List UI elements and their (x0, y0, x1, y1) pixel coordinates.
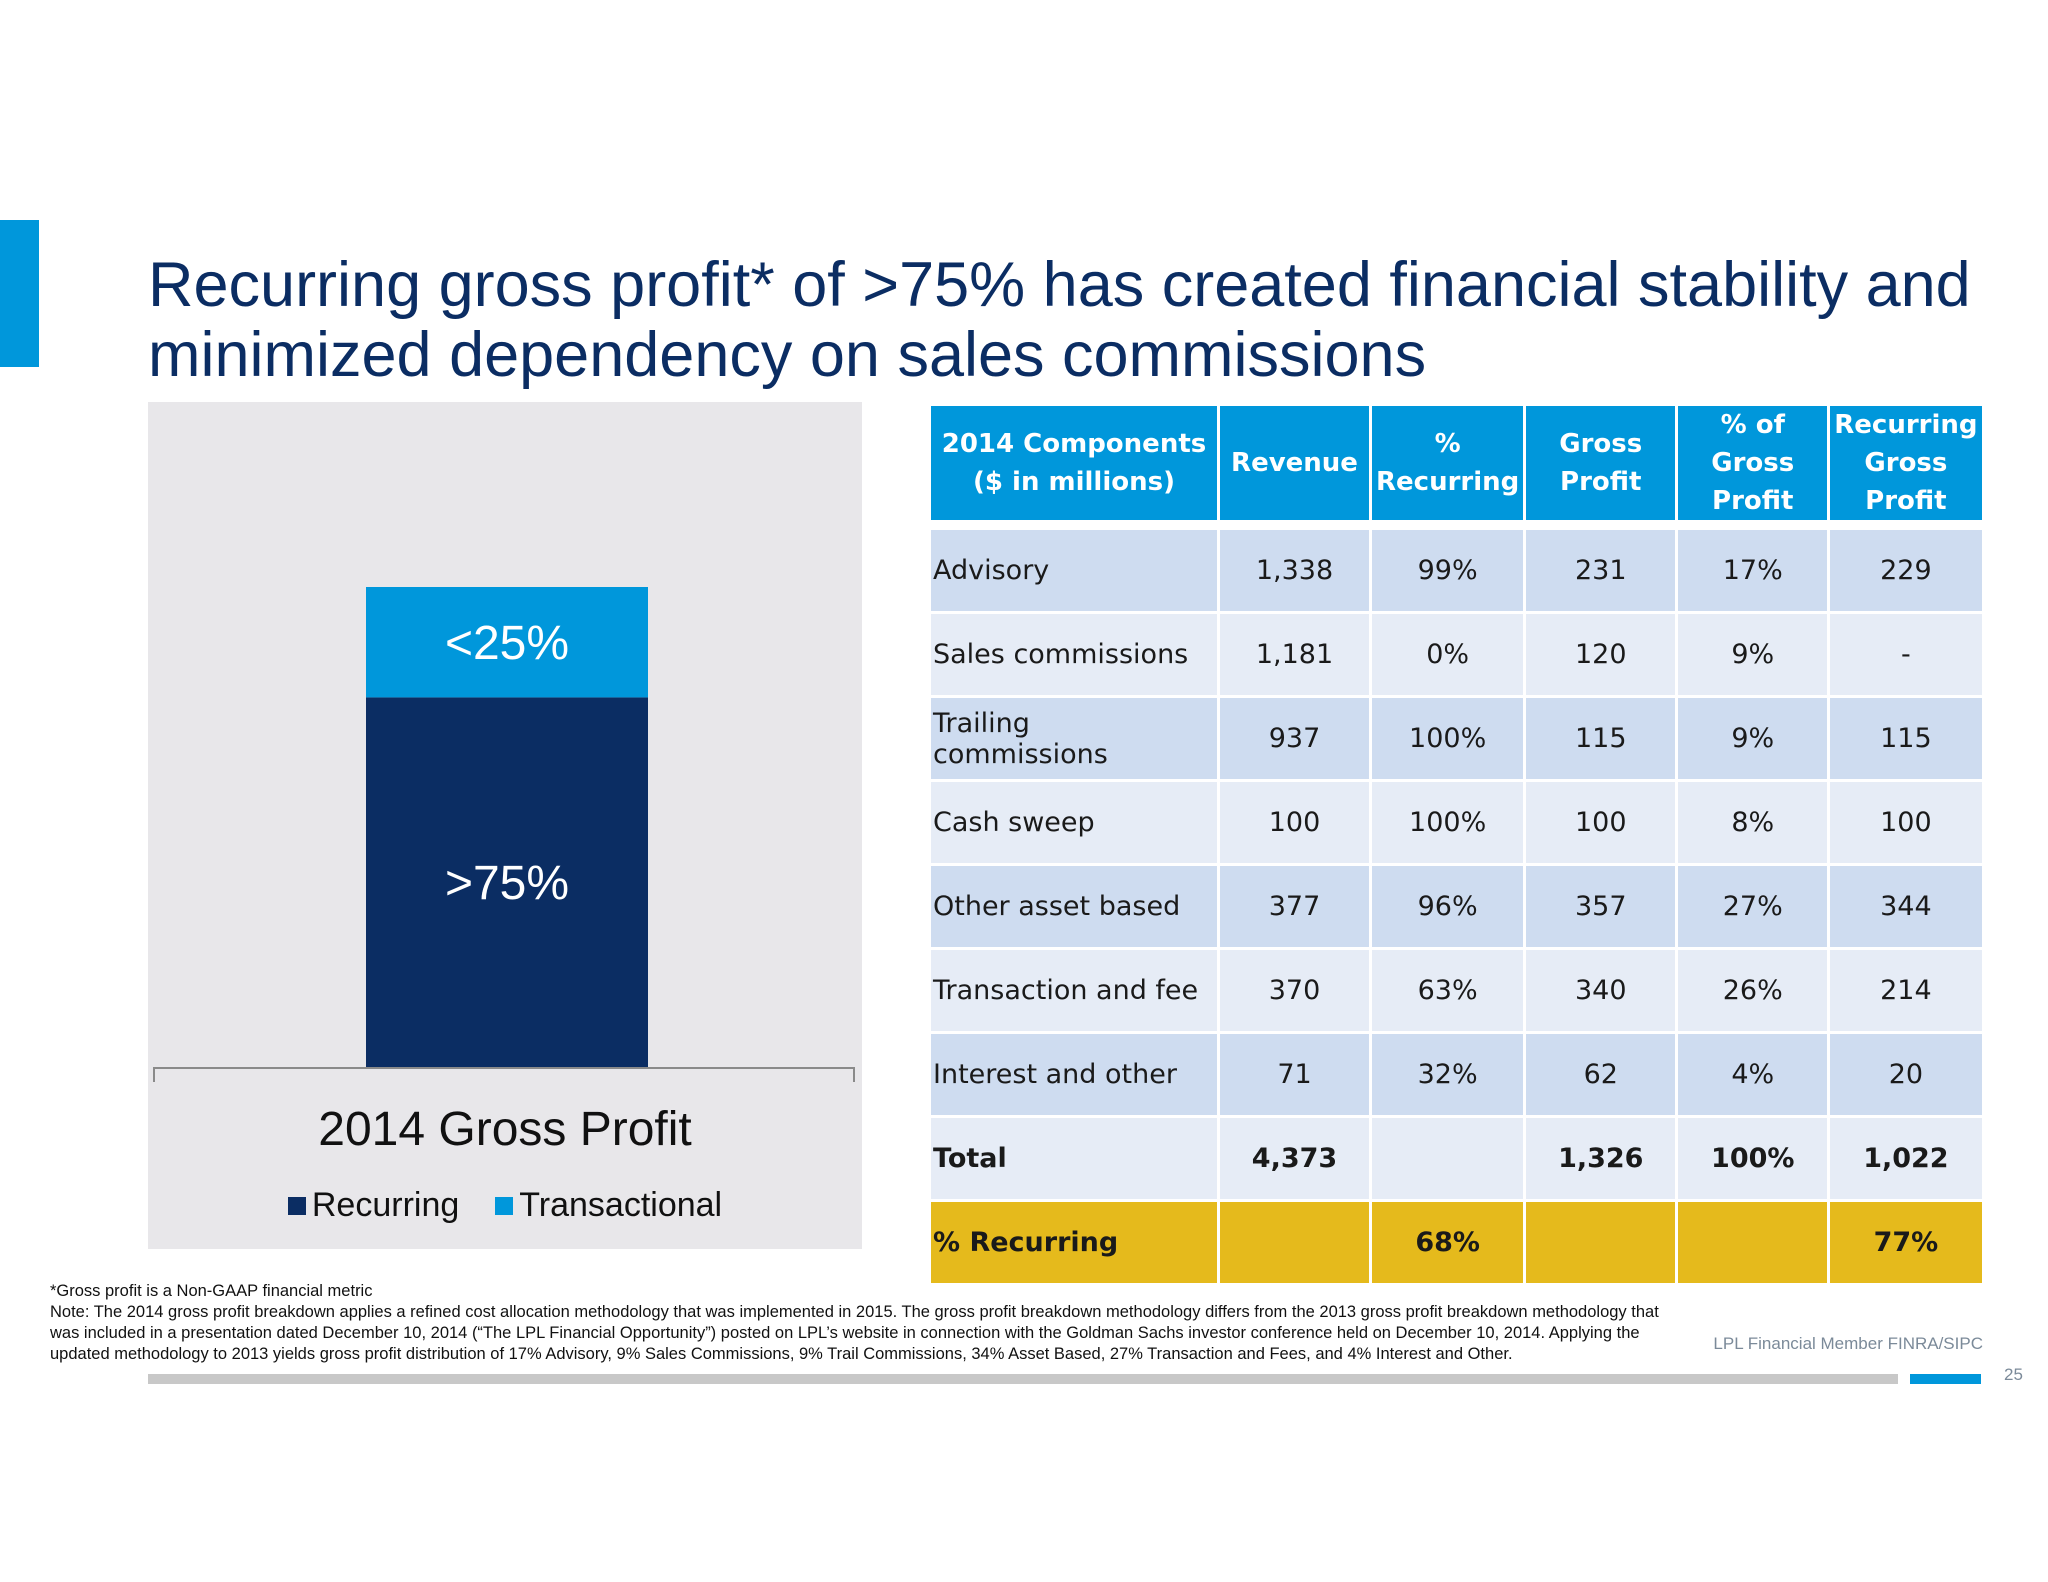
header-recurring-gross-profit: Recurring Gross Profit (1830, 406, 1982, 520)
cell-pct-recurring: 32% (1372, 1034, 1524, 1115)
cell-revenue: 4,373 (1220, 1118, 1369, 1199)
cell-gross-profit: 115 (1526, 698, 1676, 779)
bar-segment-transactional (366, 587, 648, 698)
table-total-row: Total 4,373 1,326 100% 1,022 (931, 1118, 1982, 1199)
legend-swatch-recurring (287, 1196, 306, 1215)
chart-category-label: 2014 Gross Profit (318, 1103, 692, 1156)
cell-pct-gross-profit: 4% (1678, 1034, 1828, 1115)
cell-pct-recurring: 0% (1372, 614, 1524, 695)
header-pct-gross-profit: % of Gross Profit (1678, 406, 1828, 520)
cell-component: Trailing commissions (931, 698, 1217, 779)
footnote-gaap: *Gross profit is a Non-GAAP financial me… (50, 1282, 373, 1300)
cell-recurring-gross-profit: 20 (1830, 1034, 1982, 1115)
cell-revenue (1220, 1202, 1369, 1283)
cell-recurring-gross-profit: 1,022 (1830, 1118, 1982, 1199)
cell-pct-recurring: 100% (1372, 698, 1524, 779)
cell-gross-profit: 120 (1526, 614, 1676, 695)
cell-revenue: 377 (1220, 866, 1369, 947)
cell-gross-profit: 62 (1526, 1034, 1676, 1115)
cell-recurring-gross-profit: 100 (1830, 782, 1982, 863)
table-spacer (931, 523, 1982, 527)
cell-revenue: 1,181 (1220, 614, 1369, 695)
cell-pct-gross-profit: 100% (1678, 1118, 1828, 1199)
cell-revenue: 1,338 (1220, 530, 1369, 611)
table-row: Advisory 1,338 99% 231 17% 229 (931, 530, 1982, 611)
cell-recurring-gross-profit: 115 (1830, 698, 1982, 779)
table-header-row: 2014 Components ($ in millions) Revenue %… (931, 406, 1982, 520)
footer-accent (1910, 1374, 1981, 1384)
cell-pct-gross-profit (1678, 1202, 1828, 1283)
header-pct-recurring: % Recurring (1372, 406, 1524, 520)
cell-gross-profit: 357 (1526, 866, 1676, 947)
cell-recurring-gross-profit: - (1830, 614, 1982, 695)
cell-gross-profit (1526, 1202, 1676, 1283)
cell-component: Advisory (931, 530, 1217, 611)
page-number: 25 (2004, 1365, 2023, 1384)
cell-pct-gross-profit: 8% (1678, 782, 1828, 863)
cell-pct-gross-profit: 9% (1678, 614, 1828, 695)
cell-component: Sales commissions (931, 614, 1217, 695)
header-gross-profit: Gross Profit (1526, 406, 1676, 520)
header-components: 2014 Components ($ in millions) (931, 406, 1217, 520)
table-row: Trailing commissions 937 100% 115 9% 115 (931, 698, 1982, 779)
legend-item-transactional: Transactional (495, 1186, 722, 1225)
cell-revenue: 937 (1220, 698, 1369, 779)
cell-component: % Recurring (931, 1202, 1217, 1283)
page-title: Recurring gross profit* of >75% has crea… (148, 250, 1971, 390)
cell-component: Total (931, 1118, 1217, 1199)
cell-component: Transaction and fee (931, 950, 1217, 1031)
cell-recurring-gross-profit: 77% (1830, 1202, 1982, 1283)
data-label-recurring: >75% (445, 857, 569, 910)
cell-revenue: 370 (1220, 950, 1369, 1031)
cell-component: Other asset based (931, 866, 1217, 947)
legend-label-transactional: Transactional (519, 1186, 723, 1224)
header-revenue: Revenue (1220, 406, 1369, 520)
footnote-note: Note: The 2014 gross profit breakdown ap… (50, 1303, 1659, 1363)
cell-revenue: 100 (1220, 782, 1369, 863)
cell-component: Interest and other (931, 1034, 1217, 1115)
accent-bar (0, 220, 39, 367)
table-row: Other asset based 377 96% 357 27% 344 (931, 866, 1982, 947)
cell-pct-recurring: 96% (1372, 866, 1524, 947)
legend-swatch-transactional (495, 1196, 514, 1215)
components-table: 2014 Components ($ in millions) Revenue %… (928, 403, 1985, 1286)
footnote: *Gross profit is a Non-GAAP financial me… (50, 1281, 1690, 1365)
cell-recurring-gross-profit: 344 (1830, 866, 1982, 947)
footer-rule (148, 1374, 1898, 1384)
cell-recurring-gross-profit: 214 (1830, 950, 1982, 1031)
table-body: Advisory 1,338 99% 231 17% 229 Sales commissio… (931, 523, 1982, 1283)
x-axis-line (153, 1067, 855, 1082)
legend-item-recurring: Recurring (287, 1186, 460, 1225)
data-label-transactional: <25% (445, 617, 569, 670)
table-pct-recurring-row: % Recurring 68% 77% (931, 1202, 1982, 1283)
brand-disclosure: LPL Financial Member FINRA/SIPC (1713, 1334, 1983, 1353)
cell-pct-recurring: 68% (1372, 1202, 1524, 1283)
cell-pct-gross-profit: 27% (1678, 866, 1828, 947)
table-row: Transaction and fee 370 63% 340 26% 214 (931, 950, 1982, 1031)
bar-segment-recurring (366, 697, 648, 1067)
cell-pct-gross-profit: 26% (1678, 950, 1828, 1031)
cell-pct-gross-profit: 9% (1678, 698, 1828, 779)
cell-component: Cash sweep (931, 782, 1217, 863)
cell-pct-recurring: 100% (1372, 782, 1524, 863)
cell-pct-recurring (1372, 1118, 1524, 1199)
cell-gross-profit: 340 (1526, 950, 1676, 1031)
stacked-bar-chart: >75% <25% (153, 587, 855, 1082)
table-row: Interest and other 71 32% 62 4% 20 (931, 1034, 1982, 1115)
cell-revenue: 71 (1220, 1034, 1369, 1115)
cell-recurring-gross-profit: 229 (1830, 530, 1982, 611)
cell-pct-recurring: 63% (1372, 950, 1524, 1031)
cell-gross-profit: 231 (1526, 530, 1676, 611)
cell-gross-profit: 1,326 (1526, 1118, 1676, 1199)
cell-pct-gross-profit: 17% (1678, 530, 1828, 611)
table-row: Sales commissions 1,181 0% 120 9% - (931, 614, 1982, 695)
chart-legend: Recurring Transactional (148, 1186, 862, 1225)
gross-profit-chart: >75% <25% 2014 Gross Profit Recurring Tra… (148, 402, 862, 1249)
cell-pct-recurring: 99% (1372, 530, 1524, 611)
table-row: Cash sweep 100 100% 100 8% 100 (931, 782, 1982, 863)
cell-gross-profit: 100 (1526, 782, 1676, 863)
legend-label-recurring: Recurring (311, 1186, 460, 1224)
table-spacer-cell (931, 523, 1982, 527)
